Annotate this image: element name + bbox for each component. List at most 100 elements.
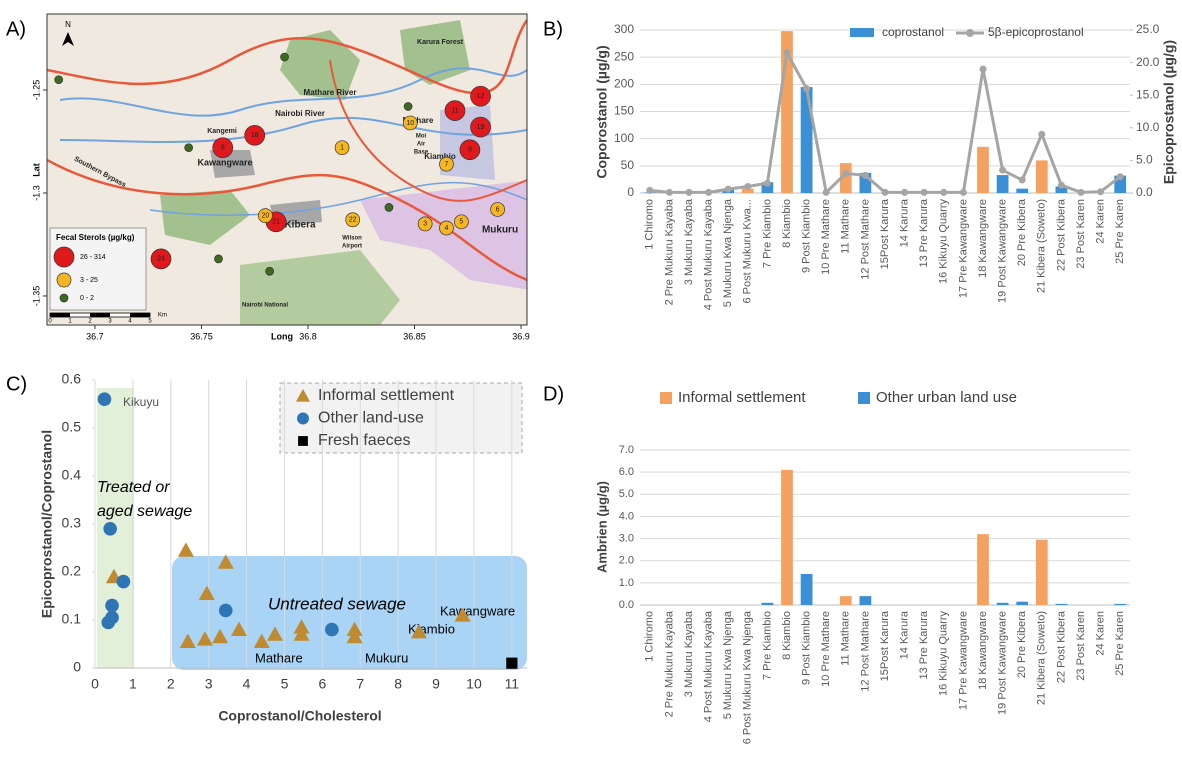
x-tick-label: 22 Post Kibera xyxy=(1055,198,1067,271)
legend-label: Other land-use xyxy=(318,410,424,427)
line-point xyxy=(862,172,869,179)
place-label: Moi xyxy=(416,134,427,140)
y-tick-label: 50 xyxy=(621,158,635,172)
site-label: 12 xyxy=(477,93,485,100)
y-tick-label: 0.2 xyxy=(62,563,82,579)
x-tick-label: 23 Post Karen xyxy=(1075,611,1087,681)
y-tick-label: 0 xyxy=(627,185,634,199)
y-tick-label: 3.0 xyxy=(619,532,634,544)
y-tick-label: 0.5 xyxy=(62,419,82,435)
legend-marker xyxy=(57,273,71,287)
x-tick-label: 8 xyxy=(394,676,402,692)
site-label: 6 xyxy=(496,206,500,213)
y-axis-title: Coporostanol (µg/g) xyxy=(594,45,610,178)
y-tick-label: 5.0 xyxy=(619,488,634,500)
line-point xyxy=(921,189,928,196)
place-label: Air xyxy=(417,142,426,148)
bar xyxy=(1016,189,1028,193)
site-marker xyxy=(404,102,412,110)
x-tick-label: 36.7 xyxy=(86,331,104,341)
bar xyxy=(1016,602,1028,605)
x-tick-label: 3 Mukuru Kayaba xyxy=(683,610,695,697)
place-label: Kawangware xyxy=(197,157,252,167)
y-tick-label: 300 xyxy=(614,22,634,36)
bar xyxy=(997,603,1009,605)
x-tick-label: 20 Pre Kibera xyxy=(1016,198,1028,266)
x-tick-label: 5 xyxy=(281,676,289,692)
site-label: 9 xyxy=(468,147,472,154)
legend-title: Fecal Sterols (µg/kg) xyxy=(56,233,135,242)
site-label: 1 xyxy=(340,145,344,152)
x-tick-label: 23 Post Karen xyxy=(1075,199,1087,269)
x-tick-label: 6 Post Mukuru Kwa... xyxy=(742,199,754,304)
x-tick-label: 11 xyxy=(505,676,520,692)
legend-marker xyxy=(297,413,309,425)
x-tick-label: 8 Kiambio xyxy=(781,611,793,660)
line-point xyxy=(980,66,987,73)
y-tick-label: 0.3 xyxy=(62,515,82,531)
x-tick-label: 1 xyxy=(129,676,137,692)
y2-tick-label: 10.0 xyxy=(1136,120,1160,134)
site-label: 24 xyxy=(157,256,165,263)
legend-marker xyxy=(54,247,74,267)
x-tick-label: 4 xyxy=(243,676,251,692)
line-point xyxy=(744,183,751,190)
place-label: Kibera xyxy=(284,220,316,231)
x-tick-label: 9 Post Kiambio xyxy=(801,611,813,685)
place-label: Nairobi River xyxy=(275,109,325,118)
figure: A)36.736.7536.836.8536.9-1.25-1.3-1.35Lo… xyxy=(0,0,1182,759)
x-tick-label: 15Post Karura xyxy=(879,198,891,269)
y2-tick-label: 15.0 xyxy=(1136,87,1160,101)
x-tick-label: 36.85 xyxy=(403,331,426,341)
point xyxy=(101,616,115,630)
x-tick-label: 19 Post Kawangware xyxy=(997,199,1009,303)
legend-marker xyxy=(850,28,874,37)
x-tick-label: 7 Pre Kiambio xyxy=(761,611,773,680)
x-tick-label: 16 Kikuyu Quarry xyxy=(938,611,950,696)
site-label: 21 xyxy=(272,219,280,226)
legend-label: 3 - 25 xyxy=(80,277,98,284)
x-tick-label: 11 Mathare xyxy=(840,199,852,254)
x-tick-label: 36.9 xyxy=(512,331,530,341)
place-label: Airport xyxy=(342,244,362,250)
line-point xyxy=(1078,189,1085,196)
x-tick-label: 4 Post Mukuru Kayaba xyxy=(703,610,715,722)
y-tick-label: 1.0 xyxy=(619,577,634,589)
x-tick-label: 21 Kibera (Soweto) xyxy=(1036,611,1048,705)
legend-marker xyxy=(966,29,974,37)
place-label: Mathare River xyxy=(304,88,357,97)
x-tick-label: 36.75 xyxy=(190,331,213,341)
x-tick-label: 11 Mathare xyxy=(840,611,852,666)
y2-tick-label: 0.0 xyxy=(1136,185,1153,199)
x-tick-label: 10 Pre Mathare xyxy=(820,611,832,687)
y2-tick-label: 5.0 xyxy=(1136,153,1153,167)
y2-axis-title: Epicoprostanol (µg/g) xyxy=(1161,40,1177,184)
x-tick-label: 3 xyxy=(205,676,213,692)
y-tick-label: -1.3 xyxy=(31,185,41,201)
site-label: 3 xyxy=(423,221,427,228)
x-tick-label: 4 Post Mukuru Kayaba xyxy=(703,198,715,310)
x-tick-label: 10 Pre Mathare xyxy=(820,199,832,275)
y-tick-label: 200 xyxy=(614,77,634,91)
y-axis-title: Epicoprostanol/Coprostanol xyxy=(39,430,55,618)
x-tick-label: 2 Pre Mukuru Kayaba xyxy=(663,610,675,717)
bar xyxy=(1036,160,1048,193)
point xyxy=(105,599,119,613)
y-tick-label: 250 xyxy=(614,49,634,63)
x-tick-label: 9 xyxy=(432,676,440,692)
x-tick-label: 2 xyxy=(167,676,175,692)
y-tick-label: 0.6 xyxy=(62,371,82,387)
annotation: Kawangware xyxy=(440,603,515,618)
line-point xyxy=(764,180,771,187)
scale-bar xyxy=(50,313,150,317)
x-tick-label: 13 Pre Karura xyxy=(918,610,930,679)
x-tick-label: 17 Pre Kawangware xyxy=(957,199,969,298)
annotation: aged sewage xyxy=(97,503,192,520)
point xyxy=(117,575,131,589)
panel-label: A) xyxy=(6,18,26,40)
annotation: Kikuyu xyxy=(123,395,159,409)
line-point xyxy=(646,187,653,194)
x-tick-label: 2 Pre Mukuru Kayaba xyxy=(663,198,675,305)
line-point xyxy=(1097,188,1104,195)
annotation: Mathare xyxy=(255,650,303,665)
